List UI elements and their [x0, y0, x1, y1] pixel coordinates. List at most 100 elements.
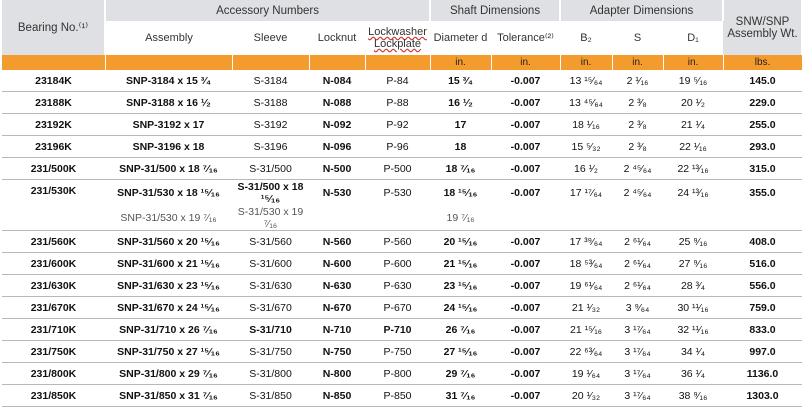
cell-bearing: 231/850K — [2, 384, 105, 407]
header-lockwasher: Lockwasher Lockplate — [365, 21, 431, 55]
cell-diameter: 17 — [430, 113, 492, 136]
cell-lockwasher: P-92 — [365, 113, 431, 136]
cell-lockwasher: P-84 — [365, 70, 431, 92]
cell-bearing: 231/600K — [2, 252, 105, 275]
cell-tolerance: -0.007 — [491, 252, 561, 275]
cell-assembly: SNP-31/710 x 26 ⁷⁄₁₆ — [105, 318, 232, 341]
cell-weight: 1303.0 — [723, 384, 803, 407]
cell-assembly: SNP-31/500 x 18 ⁷⁄₁₆ — [105, 157, 232, 180]
units-s: in. — [612, 55, 664, 70]
cell-d1: 27 ⁹⁄₁₆ — [663, 252, 724, 275]
cell-d1: 22 ¹⁄₁₆ — [663, 135, 724, 158]
cell-diameter: 29 ⁷⁄₁₆ — [430, 362, 492, 385]
cell-b2: 22 ⁶³⁄₆₄ — [560, 340, 613, 363]
cell-diameter: 18 ¹⁵⁄₁₆ — [443, 187, 478, 199]
header-b2: B₂ — [560, 21, 613, 55]
cell-locknut: N-084 — [309, 70, 365, 92]
cell-bearing: 23192K — [2, 113, 105, 136]
header-accessory-numbers: Accessory Numbers — [105, 0, 432, 21]
cell-b2: 20 ¹⁄₃₂ — [560, 384, 613, 407]
table-row: 231/710K SNP-31/710 x 26 ⁷⁄₁₆ S-31/710 N… — [2, 318, 803, 341]
table-row: 23184K SNP-3184 x 15 ³⁄₄ S-3184 N-084 P-… — [2, 70, 803, 92]
cell-d1: 32 ¹¹⁄₁₆ — [663, 318, 724, 341]
cell-d1: 28 ³⁄₄ — [663, 274, 724, 297]
cell-lockwasher: P-600 — [365, 252, 431, 275]
cell-tolerance: -0.007 — [491, 91, 561, 114]
cell-d1: 20 ¹⁄₂ — [663, 91, 724, 114]
cell-diameter: 18 ⁷⁄₁₆ — [430, 157, 492, 180]
cell-assembly: SNP-3184 x 15 ³⁄₄ — [105, 70, 232, 92]
cell-weight: 516.0 — [723, 252, 803, 275]
cell-locknut: N-088 — [309, 91, 365, 114]
cell-d1: 36 ¹⁄₄ — [663, 362, 724, 385]
header-tolerance: Tolerance⁽²⁾ — [491, 21, 561, 55]
cell-weight: 408.0 — [723, 230, 803, 253]
units-blank — [309, 55, 366, 70]
header-sleeve: Sleeve — [232, 21, 309, 55]
cell-diameter: 18 — [430, 135, 492, 158]
cell-weight: 997.0 — [723, 340, 803, 363]
header-bearing-no: Bearing No.⁽¹⁾ — [2, 0, 106, 55]
cell-blank — [560, 206, 612, 231]
table-row: 231/560K SNP-31/560 x 20 ¹⁵⁄₁₆ S-31/560 … — [2, 230, 803, 253]
cell-diameter: 31 ⁷⁄₁₆ — [430, 384, 492, 407]
cell-alt-diameter: 19 ⁷⁄₁₆ — [446, 212, 475, 224]
cell-assembly: SNP-31/630 x 23 ¹⁵⁄₁₆ — [105, 274, 232, 297]
header-lockwasher-label: Lockwasher Lockplate — [368, 26, 427, 50]
cell-s: 2 ⁶¹⁄₆₄ — [612, 252, 664, 275]
cell-lockwasher: P-500 — [365, 157, 431, 180]
cell-assembly: SNP-31/850 x 31 ⁷⁄₁₆ — [105, 384, 232, 407]
cell-diameter: 20 ¹⁵⁄₁₆ — [430, 230, 492, 253]
cell-bearing: 23184K — [2, 70, 105, 92]
cell-locknut: N-600 — [309, 252, 365, 275]
cell-bearing: 23188K — [2, 91, 105, 114]
cell-weight: 1136.0 — [723, 362, 803, 385]
cell-weight: 315.0 — [723, 157, 803, 180]
units-blank — [105, 55, 233, 70]
cell-s: 3 ¹⁷⁄₆₄ — [612, 318, 664, 341]
cell-b2: 13 ⁴⁵⁄₆₄ — [560, 91, 613, 114]
table-row: 231/500K SNP-31/500 x 18 ⁷⁄₁₆ S-31/500 N… — [2, 157, 803, 180]
cell-d1: 21 ¹⁄₄ — [663, 113, 724, 136]
cell-lockwasher: P-800 — [365, 362, 431, 385]
table-row: 231/800K SNP-31/800 x 29 ⁷⁄₁₆ S-31/800 N… — [2, 362, 803, 385]
cell-b2: 18 ⁵³⁄₆₄ — [560, 252, 613, 275]
cell-assembly: SNP-31/800 x 29 ⁷⁄₁₆ — [105, 362, 232, 385]
cell-s: 2 ³⁄₈ — [612, 91, 664, 114]
cell-d1: 30 ¹¹⁄₁₆ — [663, 296, 724, 319]
table-row: 23196K SNP-3196 x 18 S-3196 N-096 P-96 1… — [2, 135, 803, 158]
cell-bearing: 23196K — [2, 135, 105, 158]
cell-tolerance: -0.007 — [510, 187, 541, 199]
cell-s: 3 ⁹⁄₆₄ — [612, 296, 664, 319]
cell-tolerance: -0.007 — [491, 70, 561, 92]
cell-s: 2 ¹⁄₁₆ — [612, 70, 664, 92]
cell-b2: 17 ¹⁷⁄₆₄ — [569, 187, 603, 199]
cell-b2: 19 ¹⁄₆₄ — [560, 362, 613, 385]
cell-diameter: 16 ¹⁄₂ — [430, 91, 492, 114]
cell-blank — [365, 206, 430, 231]
cell-lockwasher: P-530 — [383, 187, 412, 199]
cell-sleeve: S-3192 — [232, 113, 309, 136]
cell-lockwasher: P-88 — [365, 91, 431, 114]
cell-alt-assembly: SNP-31/530 x 19 ⁷⁄₁₆ — [120, 212, 217, 224]
cell-sleeve: S-3184 — [232, 70, 309, 92]
cell-locknut: N-670 — [309, 296, 365, 319]
cell-blank — [2, 206, 105, 231]
cell-b2: 21 ¹⁄₃₂ — [560, 296, 613, 319]
cell-bearing: 231/750K — [2, 340, 105, 363]
cell-s: 2 ⁶¹⁄₆₄ — [612, 230, 664, 253]
table-row: 23188K SNP-3188 x 16 ¹⁄₂ S-3188 N-088 P-… — [2, 91, 803, 114]
cell-d1: 34 ¹⁄₄ — [663, 340, 724, 363]
cell-assembly: SNP-31/670 x 24 ¹⁵⁄₁₆ — [105, 296, 232, 319]
table-row: 231/850K SNP-31/850 x 31 ⁷⁄₁₆ S-31/850 N… — [2, 384, 803, 407]
cell-s: 2 ³⁄₈ — [612, 135, 664, 158]
cell-weight: 556.0 — [723, 274, 803, 297]
header-bearing-no-label: Bearing No.⁽¹⁾ — [17, 21, 89, 34]
cell-d1: 24 ¹³⁄₁₆ — [677, 187, 709, 199]
cell-assembly: SNP-31/530 x 18 ¹⁵⁄₁₆ — [117, 187, 220, 199]
cell-locknut: N-710 — [309, 318, 365, 341]
cell-diameter: 21 ¹⁵⁄₁₆ — [430, 252, 492, 275]
units-blank — [365, 55, 431, 70]
cell-b2: 21 ¹⁵⁄₁₆ — [560, 318, 613, 341]
cell-assembly: SNP-31/750 x 27 ¹⁵⁄₁₆ — [105, 340, 232, 363]
